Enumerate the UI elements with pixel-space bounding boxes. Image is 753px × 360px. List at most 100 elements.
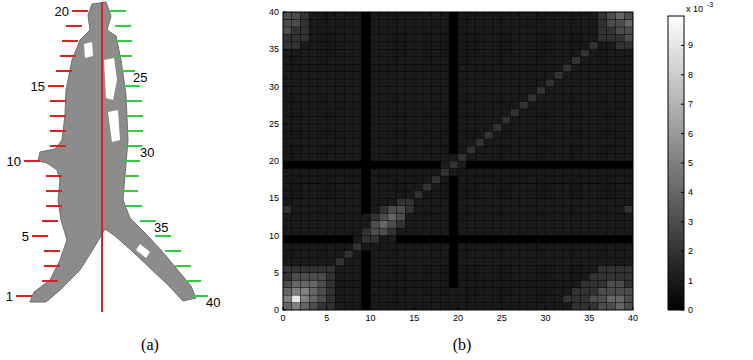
heatmap-cell xyxy=(528,79,537,86)
colorbar-tick xyxy=(681,192,684,193)
heatmap-cell xyxy=(554,94,563,101)
heatmap-cell xyxy=(344,183,353,190)
heatmap-cell xyxy=(371,168,380,175)
heatmap-cell xyxy=(362,198,371,205)
colorbar-tick-label: 7 xyxy=(688,99,693,109)
heatmap-cell xyxy=(388,101,397,108)
heatmap-cell xyxy=(458,243,467,250)
heatmap-cell xyxy=(589,273,598,280)
heatmap-cell xyxy=(336,34,345,41)
heatmap-cell xyxy=(283,221,292,228)
heatmap-cell xyxy=(616,183,625,190)
heatmap-cell xyxy=(467,221,476,228)
heatmap-cell xyxy=(362,168,371,175)
heatmap-cell xyxy=(283,183,292,190)
heatmap-cell xyxy=(432,236,441,243)
heatmap-cell xyxy=(406,146,415,153)
heatmap-cell xyxy=(546,124,555,131)
contour-tick xyxy=(46,175,62,177)
heatmap-cell xyxy=(397,79,406,86)
heatmap-cell xyxy=(397,87,406,94)
heatmap-cell xyxy=(528,116,537,123)
heatmap-cell xyxy=(511,139,520,146)
heatmap-cell xyxy=(292,154,301,161)
heatmap-cell xyxy=(327,288,336,295)
heatmap-cell xyxy=(493,49,502,56)
heatmap-cell xyxy=(537,57,546,64)
heatmap-cell xyxy=(581,109,590,116)
heatmap-cell xyxy=(476,280,485,287)
heatmap-cell xyxy=(336,124,345,131)
heatmap-cell xyxy=(607,154,616,161)
heatmap-cell xyxy=(458,154,467,161)
heatmap-cell xyxy=(616,49,625,56)
heatmap-cell xyxy=(371,12,380,19)
contour-tick xyxy=(50,100,66,102)
heatmap-cell xyxy=(607,87,616,94)
heatmap-cell xyxy=(301,183,310,190)
heatmap-cell xyxy=(292,42,301,49)
heatmap-cell xyxy=(292,250,301,257)
heatmap-cell xyxy=(476,206,485,213)
heatmap-cell xyxy=(353,12,362,19)
heatmap-cell xyxy=(607,12,616,19)
heatmap-cell xyxy=(318,131,327,138)
heatmap-cell xyxy=(318,213,327,220)
heatmap-cell xyxy=(607,139,616,146)
heatmap-cell xyxy=(406,12,415,19)
colorbar: 0123456789x 10-3 xyxy=(668,1,713,315)
heatmap-cell xyxy=(327,161,336,168)
heatmap-cell xyxy=(432,198,441,205)
heatmap-cell xyxy=(388,109,397,116)
heatmap-cell xyxy=(581,206,590,213)
heatmap-cell xyxy=(318,198,327,205)
heatmap-cell xyxy=(309,221,318,228)
heatmap-cell xyxy=(546,87,555,94)
heatmap-cell xyxy=(624,64,633,71)
heatmap-cell xyxy=(537,258,546,265)
heatmap-cell xyxy=(458,57,467,64)
x-tick xyxy=(589,307,590,310)
heatmap-cell xyxy=(511,168,520,175)
heatmap-cell xyxy=(362,72,371,79)
heatmap-cell xyxy=(607,64,616,71)
heatmap-cell xyxy=(379,228,388,235)
heatmap-cell xyxy=(449,221,458,228)
heatmap-cell xyxy=(519,265,528,272)
heatmap-cell xyxy=(449,161,458,168)
heatmap-cell xyxy=(379,146,388,153)
heatmap-cell xyxy=(379,265,388,272)
heatmap-cell xyxy=(563,183,572,190)
heatmap-cell xyxy=(563,213,572,220)
heatmap-cell xyxy=(301,258,310,265)
heatmap-cell xyxy=(519,198,528,205)
heatmap-cell xyxy=(458,258,467,265)
heatmap-cell xyxy=(353,228,362,235)
heatmap-cell xyxy=(519,79,528,86)
heatmap-cell xyxy=(371,273,380,280)
heatmap-cell xyxy=(484,243,493,250)
heatmap-cell xyxy=(344,168,353,175)
heatmap-cell xyxy=(467,72,476,79)
heatmap-cell xyxy=(458,49,467,56)
heatmap-cell xyxy=(528,303,537,310)
heatmap-cell xyxy=(336,79,345,86)
heatmap-cell xyxy=(318,168,327,175)
heatmap-cell xyxy=(572,198,581,205)
heatmap-cell xyxy=(292,34,301,41)
heatmap-cell xyxy=(502,154,511,161)
heatmap-cell xyxy=(476,109,485,116)
colorbar-scale-exponent: -3 xyxy=(707,1,713,8)
heatmap-cell xyxy=(449,168,458,175)
heatmap-cell xyxy=(511,258,520,265)
heatmap-cell xyxy=(283,146,292,153)
caption: (b) xyxy=(453,336,472,354)
heatmap-cell xyxy=(458,206,467,213)
heatmap-cell xyxy=(511,109,520,116)
heatmap-cell xyxy=(528,146,537,153)
heatmap-cell xyxy=(301,146,310,153)
heatmap-cell xyxy=(353,221,362,228)
heatmap-cell xyxy=(484,176,493,183)
heatmap-cell xyxy=(344,176,353,183)
colorbar-tick xyxy=(681,163,684,164)
